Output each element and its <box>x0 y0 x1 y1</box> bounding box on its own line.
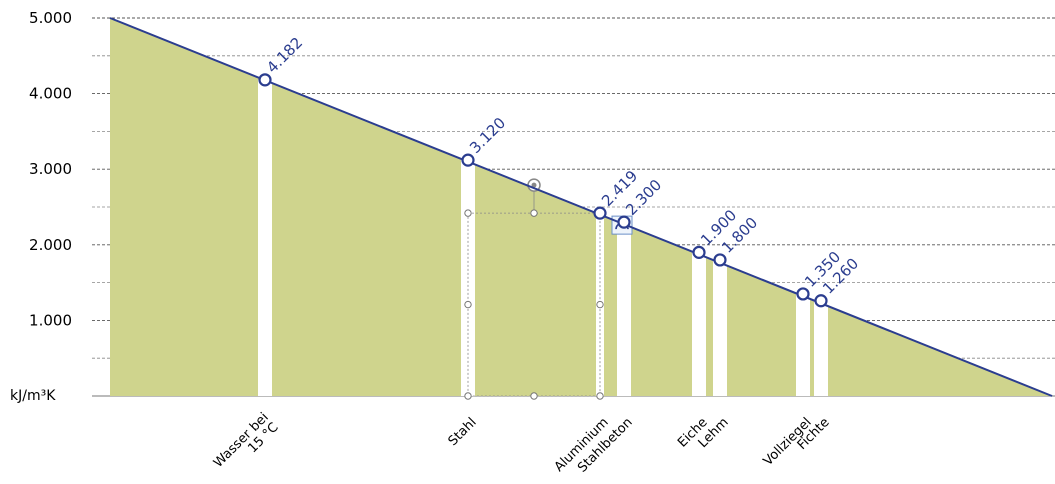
rotate-handle-dot <box>531 182 537 188</box>
category-label-line: Stahl <box>446 415 480 449</box>
y-axis-ticks: 5.000 4.000 3.000 2.000 1.000 <box>29 9 72 329</box>
bar-gap <box>713 259 727 396</box>
unit-label: kJ/m³K <box>10 388 56 404</box>
data-point[interactable] <box>258 73 272 87</box>
data-label: 4.182 <box>263 34 306 77</box>
bar-gap <box>796 293 810 396</box>
resize-handle[interactable] <box>464 209 472 217</box>
y-tick-label: 3.000 <box>29 160 72 178</box>
data-point[interactable] <box>593 206 607 220</box>
data-point[interactable] <box>617 215 631 229</box>
resize-handle[interactable] <box>530 209 538 217</box>
resize-handle[interactable] <box>464 392 472 400</box>
bar-gap <box>258 79 272 397</box>
data-point[interactable] <box>461 153 475 167</box>
resize-handle[interactable] <box>530 392 538 400</box>
data-point[interactable] <box>814 294 828 308</box>
bar-gaps <box>258 79 828 397</box>
resize-handle[interactable] <box>596 392 604 400</box>
y-tick-label: 2.000 <box>29 236 72 254</box>
data-label: 3.120 <box>466 114 509 157</box>
bar-gap <box>692 252 706 396</box>
bar-gap <box>814 300 828 396</box>
y-tick-label: 1.000 <box>29 311 72 329</box>
y-tick-label: 5.000 <box>29 9 72 27</box>
y-tick-label: 4.000 <box>29 85 72 103</box>
bar-gap <box>617 222 631 396</box>
resize-handle[interactable] <box>464 300 472 309</box>
category-label: Stahl <box>446 415 480 449</box>
data-markers[interactable] <box>258 73 828 308</box>
resize-handle[interactable] <box>596 300 604 309</box>
data-point[interactable] <box>796 287 810 301</box>
data-point[interactable] <box>713 253 727 267</box>
data-point[interactable] <box>692 245 706 259</box>
